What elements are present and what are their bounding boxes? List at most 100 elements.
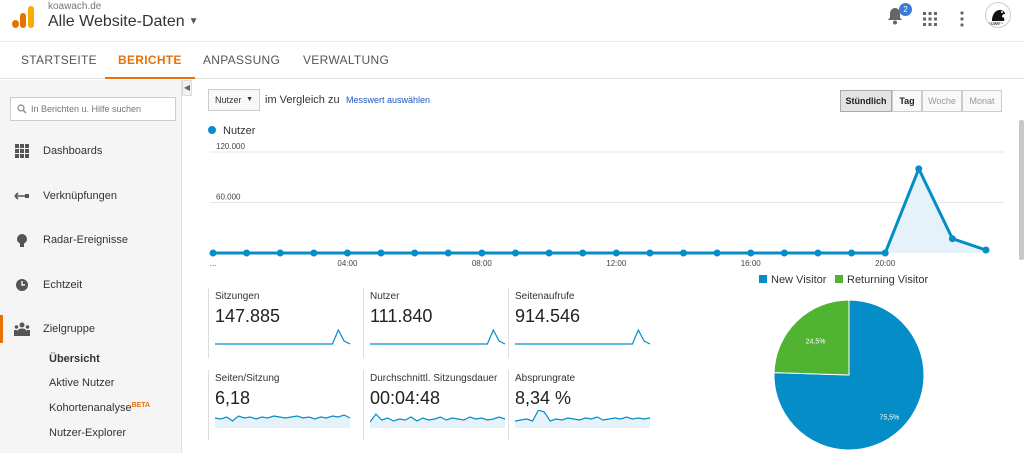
search-box[interactable] (10, 97, 176, 121)
data-point[interactable] (982, 246, 990, 254)
data-point[interactable] (915, 165, 923, 173)
data-point[interactable] (713, 249, 721, 257)
apps-grid-icon[interactable] (922, 9, 938, 29)
avatar-text: ~uwe~ (988, 21, 1004, 27)
bulb-icon (17, 234, 27, 247)
clock-icon (16, 279, 28, 291)
sidebar-subitem-label: Kohortenanalyse (49, 402, 132, 414)
tab-anpassung[interactable]: ANPASSUNG (203, 53, 281, 67)
data-point[interactable] (478, 249, 486, 257)
sidebar-item-radar[interactable]: Radar-Ereignisse (0, 226, 182, 254)
metric-card[interactable]: Seiten/Sitzung 6,18 (208, 370, 356, 440)
metric-dropdown[interactable]: Nutzer ▼ (208, 89, 260, 111)
sidebar-item-echtzeit[interactable]: Echtzeit (0, 271, 182, 299)
data-point[interactable] (848, 249, 856, 257)
metric-value: 111.840 (370, 306, 433, 326)
legend-label: New Visitor (771, 274, 827, 286)
tab-verwaltung[interactable]: VERWALTUNG (303, 53, 390, 67)
sidebar-subitem-uebersicht[interactable]: Übersicht (49, 353, 100, 365)
data-point[interactable] (780, 249, 788, 257)
legend-swatch (208, 126, 216, 134)
sidebar-item-label: Radar-Ereignisse (43, 234, 128, 246)
period-week-button[interactable]: Woche (922, 90, 962, 112)
pie-slice[interactable] (773, 299, 925, 451)
data-point[interactable] (511, 249, 519, 257)
tab-startseite[interactable]: STARTSEITE (21, 53, 97, 67)
metric-title: Durchschnittl. Sitzungsdauer (370, 373, 498, 384)
period-month-button[interactable]: Monat (962, 90, 1002, 112)
sidebar-subitem-aktive-nutzer[interactable]: Aktive Nutzer (49, 377, 115, 389)
select-metric-link[interactable]: Messwert auswählen (346, 95, 431, 105)
sparkline (515, 328, 651, 345)
data-point[interactable] (881, 249, 889, 257)
pie-slice-label: 75,5% (879, 415, 899, 422)
legend-label: Returning Visitor (847, 274, 929, 286)
tab-berichte[interactable]: BERICHTE (105, 42, 195, 79)
data-point[interactable] (612, 249, 620, 257)
metric-value: 6,18 (215, 388, 251, 408)
metric-value: 00:04:48 (370, 388, 441, 408)
data-point[interactable] (948, 235, 956, 243)
metric-title: Absprungrate (515, 373, 576, 384)
sidebar-subitem-kohortenanalyse[interactable]: KohortenanalyseBETA (49, 402, 150, 414)
metric-card[interactable]: Durchschnittl. Sitzungsdauer 00:04:48 (363, 370, 511, 440)
data-point[interactable] (545, 249, 553, 257)
y-tick-label: 60.000 (216, 193, 241, 202)
data-point[interactable] (209, 249, 217, 257)
pie-legend-returning: Returning Visitor (835, 274, 928, 286)
metric-card[interactable]: Nutzer 111.840 (363, 288, 511, 358)
data-point[interactable] (444, 249, 452, 257)
metric-card[interactable]: Sitzungen 147.885 (208, 288, 356, 358)
sidebar-item-dashboards[interactable]: Dashboards (0, 137, 182, 165)
x-tick-label: 20:00 (875, 259, 896, 268)
analytics-logo-icon[interactable] (12, 4, 36, 28)
account-name: koawach.de (48, 1, 102, 12)
more-vert-icon[interactable] (958, 9, 966, 29)
data-point[interactable] (579, 249, 587, 257)
x-tick-label: 12:00 (606, 259, 627, 268)
data-point[interactable] (680, 249, 688, 257)
sparkline (370, 328, 506, 345)
compare-text: im Vergleich zu (265, 94, 340, 106)
sidebar-item-label: Dashboards (43, 145, 103, 157)
data-point[interactable] (646, 249, 654, 257)
data-point[interactable] (814, 249, 822, 257)
series-line (213, 165, 987, 255)
metric-title: Nutzer (370, 291, 400, 302)
pie-slice[interactable] (773, 299, 850, 376)
search-input[interactable] (31, 101, 173, 117)
sidebar-item-label: Verknüpfungen (43, 190, 118, 202)
main-content: Nutzer ▼ im Vergleich zu Messwert auswäh… (192, 80, 1024, 453)
metric-card[interactable]: Seitenaufrufe 914.546 (508, 288, 656, 358)
avatar[interactable]: ~uwe~ (985, 2, 1011, 28)
data-point[interactable] (747, 249, 755, 257)
data-point[interactable] (377, 249, 385, 257)
x-tick-label: 08:00 (472, 259, 493, 268)
collapse-sidebar-button[interactable]: ◀ (182, 80, 192, 96)
data-point[interactable] (310, 249, 318, 257)
sidebar-item-zielgruppe[interactable]: Zielgruppe (0, 315, 182, 343)
period-day-button[interactable]: Tag (892, 90, 922, 112)
top-bar: koawach.de Alle Website-Daten ▼ 2 ~uwe~ (0, 0, 1024, 40)
people-icon (14, 322, 30, 336)
sidebar-item-verknuepfungen[interactable]: Verknüpfungen (0, 182, 182, 210)
bell-icon[interactable] (887, 6, 903, 26)
sparkline (370, 413, 506, 428)
main-tabs: STARTSEITE BERICHTE ANPASSUNG VERWALTUNG (0, 41, 1024, 79)
period-hourly-button[interactable]: Stündlich (840, 90, 892, 112)
sidebar-subitem-nutzer-explorer[interactable]: Nutzer-Explorer (49, 427, 127, 439)
data-point[interactable] (343, 249, 351, 257)
scrollbar[interactable] (1019, 120, 1024, 260)
search-icon (17, 104, 27, 114)
sidebar-item-label: Echtzeit (43, 279, 83, 291)
data-point[interactable] (243, 249, 251, 257)
metric-card[interactable]: Absprungrate 8,34 % (508, 370, 656, 440)
chevron-down-icon: ▼ (188, 16, 199, 27)
sparkline (215, 328, 351, 345)
property-selector[interactable]: Alle Website-Daten ▼ (48, 13, 199, 31)
data-point[interactable] (276, 249, 284, 257)
x-tick-label: 16:00 (741, 259, 762, 268)
data-point[interactable] (411, 249, 419, 257)
legend-swatch (759, 275, 767, 283)
notification-badge: 2 (899, 3, 912, 16)
